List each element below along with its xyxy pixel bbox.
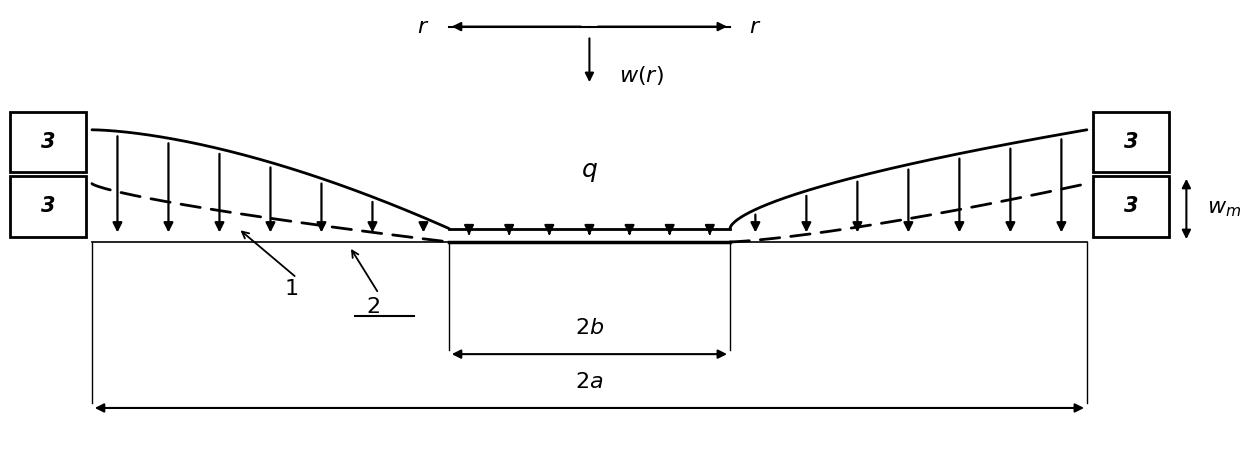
Text: $1$: $1$ [284, 279, 298, 299]
FancyBboxPatch shape [10, 176, 86, 237]
FancyBboxPatch shape [1092, 176, 1169, 237]
Text: $2b$: $2b$ [575, 319, 604, 339]
Text: $2a$: $2a$ [575, 372, 604, 392]
Text: 3: 3 [41, 132, 56, 152]
Text: 3: 3 [1123, 132, 1138, 152]
Text: $2$: $2$ [366, 297, 379, 317]
Text: $w_m$: $w_m$ [1208, 199, 1240, 219]
FancyBboxPatch shape [1092, 112, 1169, 172]
Text: $q$: $q$ [582, 160, 598, 185]
FancyBboxPatch shape [10, 112, 86, 172]
Text: 3: 3 [1123, 197, 1138, 216]
Text: $w(r)$: $w(r)$ [619, 64, 663, 87]
Text: $r$: $r$ [749, 16, 761, 37]
Text: $r$: $r$ [417, 16, 429, 37]
Text: 3: 3 [41, 197, 56, 216]
